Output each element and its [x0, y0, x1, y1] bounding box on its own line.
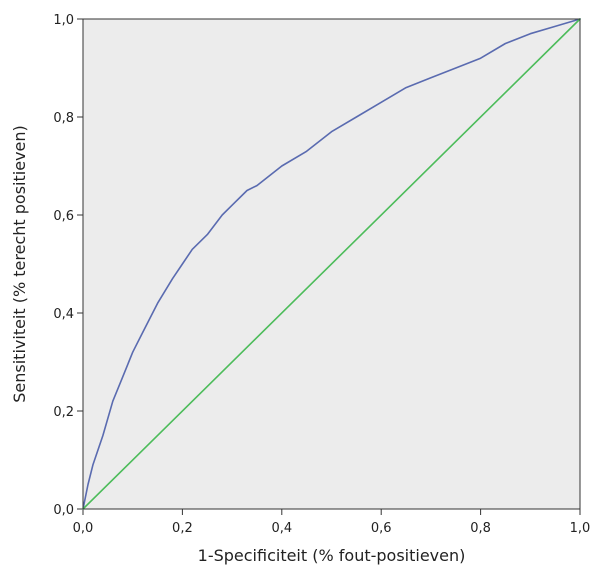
- x-tick-label: 1,0: [570, 521, 591, 536]
- y-axis-ticks: 0,0 0,2 0,4 0,6 0,8 1,0: [53, 13, 83, 518]
- x-tick-label: 0,0: [73, 521, 94, 536]
- y-tick-label: 0,6: [53, 209, 74, 224]
- y-tick-label: 1,0: [53, 13, 74, 28]
- plot-frame: [82, 18, 581, 510]
- x-axis-ticks: 0,0 0,2 0,4 0,6 0,8 1,0: [73, 509, 591, 536]
- x-axis-label: 1-Specificiteit (% fout-positieven): [198, 546, 466, 565]
- roc-curve-line: [82, 18, 581, 510]
- x-tick-label: 0,6: [371, 521, 392, 536]
- y-axis-label: Sensitiviteit (% terecht positieven): [10, 125, 29, 402]
- x-tick-label: 0,2: [172, 521, 193, 536]
- x-tick-label: 0,4: [271, 521, 292, 536]
- reference-diagonal-line: [82, 18, 581, 510]
- x-tick-label: 0,8: [470, 521, 491, 536]
- series-group: [82, 18, 581, 510]
- y-tick-label: 0,8: [53, 111, 74, 126]
- y-tick-label: 0,4: [53, 307, 74, 322]
- y-tick-label: 0,2: [53, 405, 74, 420]
- y-tick-label: 0,0: [53, 503, 74, 518]
